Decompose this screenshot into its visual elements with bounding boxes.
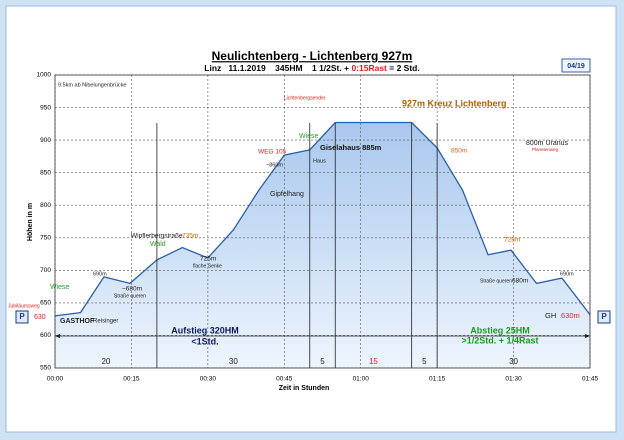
y-tick-label: 700 xyxy=(40,267,51,274)
annotation: 690m xyxy=(93,271,107,277)
parking-box xyxy=(597,310,611,324)
annotation: >1/2Std. + 1/4Rast xyxy=(461,335,538,345)
annotation: 690m xyxy=(560,271,574,277)
annotation: Haus xyxy=(313,158,326,164)
annotation: Wiese xyxy=(299,133,319,140)
annotation: Giselahaus 885m xyxy=(320,143,382,152)
annotation: Wiese xyxy=(50,284,70,291)
plot-border xyxy=(54,74,591,369)
annotation: Lichtenbergsender xyxy=(284,95,326,101)
annotation: 800m Uranus xyxy=(526,140,569,147)
annotation: P xyxy=(601,312,607,321)
x-tick-label: 00:00 xyxy=(47,376,64,383)
subtitle-part: Linz 11.1.2019 345HM 1 1/2St. + xyxy=(204,63,351,73)
annotation: 630m xyxy=(561,311,580,320)
annotation: Abstieg 25HM xyxy=(470,325,530,335)
y-tick-label: 800 xyxy=(40,202,51,209)
y-tick-label: 1000 xyxy=(37,72,52,79)
segment-label: 5 xyxy=(320,357,325,366)
segment-label: 5 xyxy=(422,357,427,366)
annotation: 725m xyxy=(200,256,216,263)
segment-label: 15 xyxy=(369,357,378,366)
y-tick-label: 950 xyxy=(40,104,51,111)
annotation: Jubiläumsweg xyxy=(8,303,40,309)
subtitle-part: 0:15Rast xyxy=(351,63,387,73)
y-tick-label: 550 xyxy=(40,365,51,372)
subtitle: Linz 11.1.2019 345HM 1 1/2St. + 0:15Rast… xyxy=(204,63,419,73)
annotation: GASTHOF xyxy=(60,318,95,325)
x-tick-label: 01:45 xyxy=(582,376,599,383)
annotation: ~860m xyxy=(266,162,283,168)
chart-title: Neulichtenberg - Lichtenberg 927m xyxy=(212,49,413,63)
x-tick-label: 01:00 xyxy=(353,376,370,383)
annotation: Aufstieg 320HM xyxy=(171,325,239,335)
annotation: <1Std. xyxy=(191,336,218,346)
x-tick-label: 00:45 xyxy=(276,376,293,383)
annotation: flache Senke xyxy=(193,263,222,269)
x-tick-label: 01:15 xyxy=(429,376,446,383)
annotation: 927m Kreuz Lichtenberg xyxy=(402,98,507,108)
subtitle-part: = 2 Std. xyxy=(387,63,420,73)
parking-box xyxy=(15,310,29,324)
profile-area xyxy=(55,122,590,368)
annotation: WEG 105 xyxy=(258,149,287,156)
annotation: 630 xyxy=(34,314,46,321)
annotation: 735m xyxy=(182,233,198,240)
x-tick-label: 00:30 xyxy=(200,376,217,383)
annotation: ~680m xyxy=(122,286,142,293)
annotation: 728m xyxy=(504,237,520,244)
annotation: 680m xyxy=(512,278,528,285)
x-tick-label: 00:15 xyxy=(123,376,140,383)
annotation: Straße queren xyxy=(114,293,146,299)
y-tick-label: 650 xyxy=(40,300,51,307)
x-tick-label: 01:30 xyxy=(505,376,522,383)
annotation: Straße queren xyxy=(480,278,512,284)
annotation: Gipfelhang xyxy=(270,191,304,198)
annotation: P xyxy=(19,312,25,321)
annotation: Wipflerbergstraße xyxy=(131,233,183,240)
segment-label: 30 xyxy=(509,357,518,366)
annotation: Wald xyxy=(150,241,166,248)
annotation: 9.5km ab Nibelungenbrücke xyxy=(58,82,127,88)
y-tick-label: 900 xyxy=(40,137,51,144)
segment-label: 30 xyxy=(229,357,238,366)
annotation: 850m xyxy=(451,148,467,155)
y-tick-label: 850 xyxy=(40,169,51,176)
y-tick-label: 750 xyxy=(40,234,51,241)
annotation: GH xyxy=(545,311,556,320)
badge-box xyxy=(561,58,591,73)
annotation: Reisinger xyxy=(93,319,118,325)
x-axis-label: Zeit in Stunden xyxy=(279,385,330,392)
y-tick-label: 600 xyxy=(40,332,51,339)
badge: 04/19 xyxy=(567,63,585,70)
segment-label: 20 xyxy=(101,357,110,366)
profile-line xyxy=(54,121,591,317)
y-axis-label: Höhen in m xyxy=(27,203,34,241)
annotation: Planetenweg xyxy=(532,147,559,152)
